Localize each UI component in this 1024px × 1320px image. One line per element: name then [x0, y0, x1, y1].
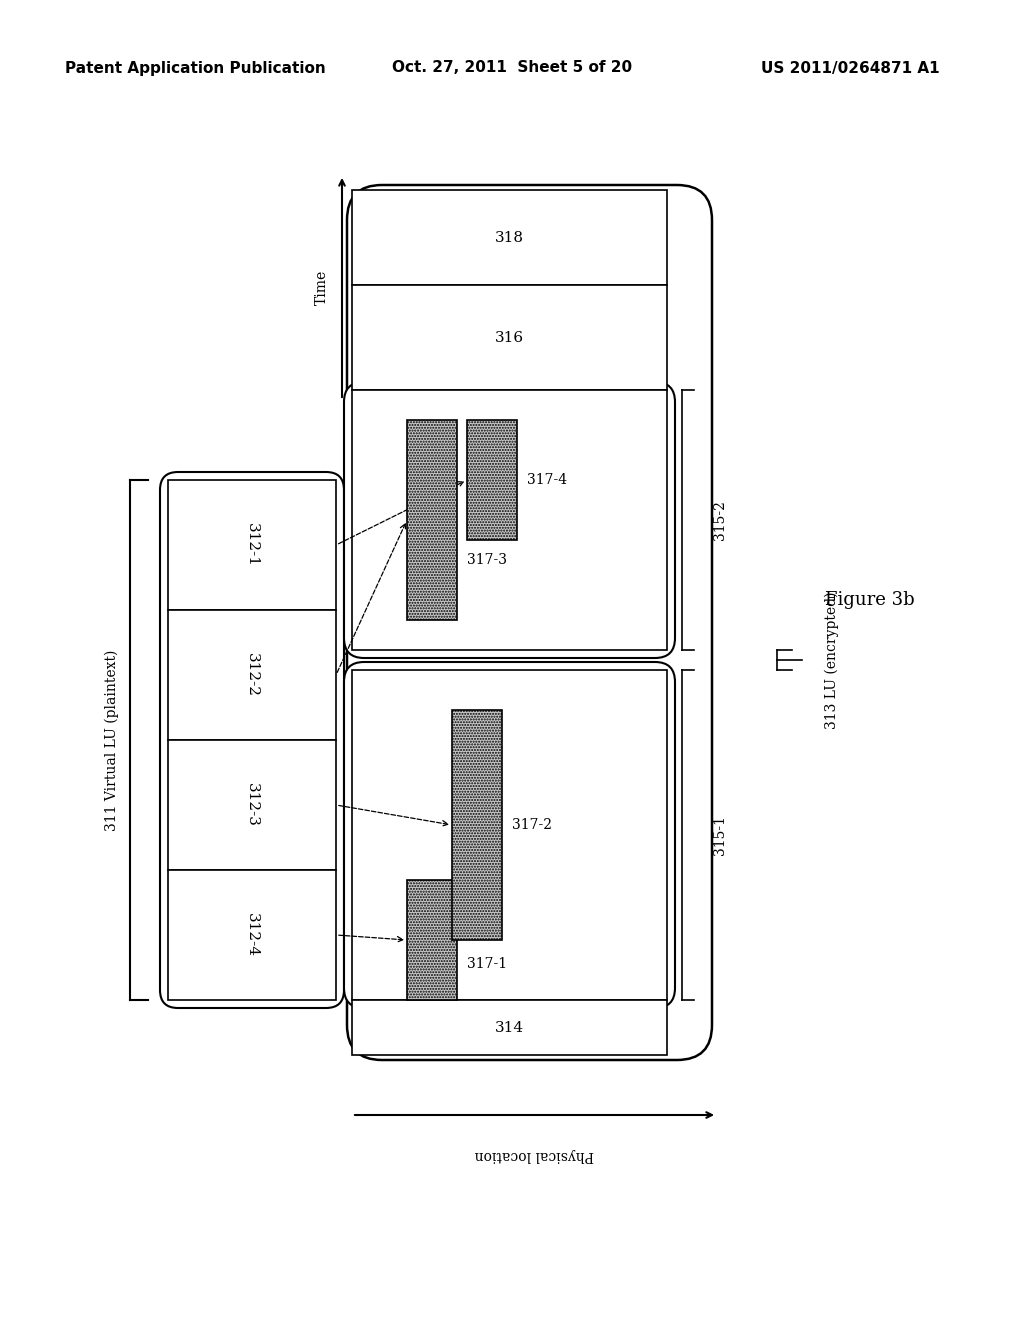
Bar	[352, 190, 667, 285]
Text: 317-4: 317-4	[527, 473, 567, 487]
FancyBboxPatch shape	[160, 473, 344, 1008]
Text: 312-2: 312-2	[245, 653, 259, 697]
Bar	[168, 870, 336, 1001]
Bar	[452, 710, 502, 940]
FancyBboxPatch shape	[344, 381, 675, 657]
Text: 315-2: 315-2	[713, 500, 727, 540]
Text: Figure 3b: Figure 3b	[825, 591, 914, 609]
Text: 317-3: 317-3	[467, 553, 507, 568]
Bar	[352, 1001, 667, 1055]
FancyBboxPatch shape	[344, 663, 675, 1008]
Text: 316: 316	[495, 330, 524, 345]
Bar	[467, 420, 517, 540]
Bar	[168, 480, 336, 610]
Bar	[407, 880, 457, 1001]
Text: 312-3: 312-3	[245, 783, 259, 826]
Text: 317-2: 317-2	[512, 818, 552, 832]
Bar	[352, 389, 667, 649]
Text: 317-1: 317-1	[467, 957, 507, 972]
Bar	[168, 741, 336, 870]
Text: Patent Application Publication: Patent Application Publication	[65, 61, 326, 75]
Text: Oct. 27, 2011  Sheet 5 of 20: Oct. 27, 2011 Sheet 5 of 20	[392, 61, 632, 75]
FancyBboxPatch shape	[347, 185, 712, 1060]
Text: 312-4: 312-4	[245, 913, 259, 957]
Bar	[407, 420, 457, 620]
Bar	[352, 285, 667, 389]
Text: 318: 318	[495, 231, 524, 244]
Text: 312-1: 312-1	[245, 523, 259, 568]
Text: 311 Virtual LU (plaintext): 311 Virtual LU (plaintext)	[104, 649, 119, 830]
Text: 315-1: 315-1	[713, 814, 727, 855]
Text: Physical location: Physical location	[475, 1148, 594, 1162]
Text: Time: Time	[315, 269, 329, 305]
Bar	[352, 671, 667, 1001]
Text: 313 LU (encrypted): 313 LU (encrypted)	[824, 591, 840, 729]
Text: US 2011/0264871 A1: US 2011/0264871 A1	[761, 61, 939, 75]
Text: 314: 314	[495, 1020, 524, 1035]
Bar	[168, 610, 336, 741]
